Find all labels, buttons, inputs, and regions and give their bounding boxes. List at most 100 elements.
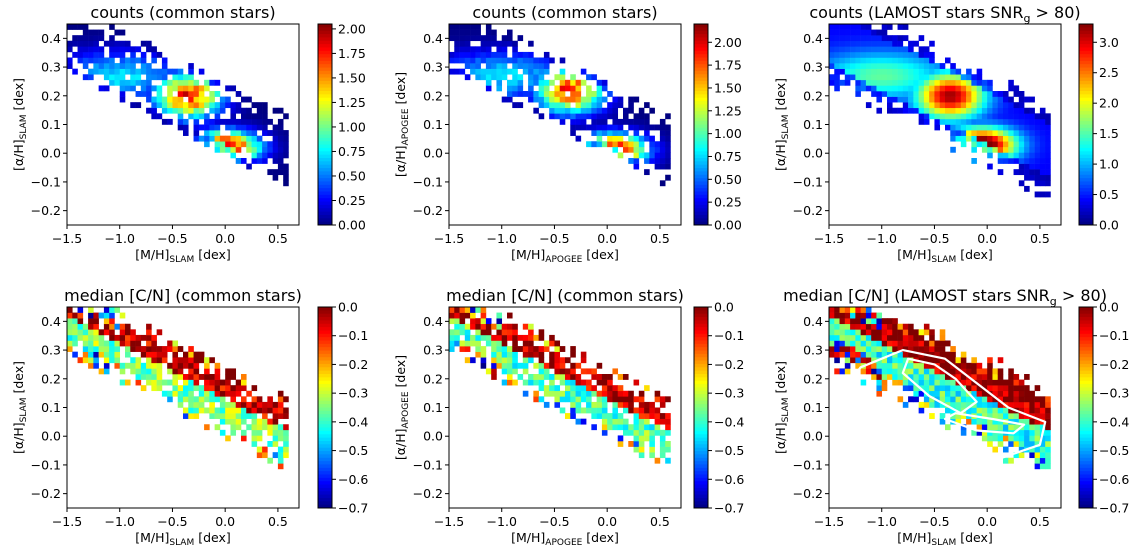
heatmap-cell [839, 323, 846, 330]
heatmap-cell [844, 79, 851, 86]
heatmap-cell [881, 351, 888, 358]
heatmap-cell [246, 424, 252, 431]
heatmap-cell [114, 307, 121, 313]
colorbar-segment [318, 317, 332, 321]
heatmap-cell [88, 68, 94, 75]
heatmap-cell [103, 85, 110, 92]
heatmap-cell [475, 307, 481, 313]
heatmap-cell [219, 413, 226, 419]
heatmap-cell [146, 334, 152, 341]
heatmap-cell [892, 351, 898, 358]
heatmap-cell [507, 40, 513, 47]
heatmap-cell [570, 407, 576, 414]
heatmap-cell [103, 68, 110, 75]
heatmap-cell [929, 79, 935, 86]
heatmap-cell [454, 51, 460, 58]
colorbar-segment [1079, 208, 1093, 213]
colorbar-tick-label: 1.50 [338, 70, 366, 85]
contour-line-1 [833, 349, 1047, 461]
heatmap-cell [241, 407, 247, 414]
heatmap-cell [976, 124, 983, 131]
colorbar-segment [694, 363, 708, 368]
heatmap-cell [913, 91, 919, 97]
colorbar-segment [694, 374, 708, 378]
heatmap-cell [829, 346, 835, 352]
heatmap-cell [533, 74, 539, 81]
colorbar-segment [1079, 124, 1093, 129]
colorbar-tick-label: −0.7 [714, 501, 744, 516]
colorbar-segment [318, 307, 332, 311]
colorbar-segment [1079, 444, 1093, 449]
heatmap-cell [871, 35, 877, 42]
heatmap-cell [501, 329, 508, 336]
heatmap-cell [156, 374, 163, 380]
heatmap-cell [77, 357, 84, 364]
heatmap-cell [865, 79, 872, 86]
colorbar-segment [694, 47, 708, 52]
heatmap-cell [507, 312, 513, 319]
heatmap-cell [855, 329, 861, 336]
heatmap-cell [559, 118, 566, 125]
x-axis: −1.5 −1.0 −0.5 0.0 0.5[M/H]APOGEE [dex] [434, 508, 670, 548]
heatmap-cell [945, 407, 951, 414]
colorbar-segment [318, 70, 332, 75]
heatmap-cell [897, 85, 904, 92]
heatmap-cell [649, 407, 655, 414]
heatmap-cell [156, 85, 163, 92]
heatmap-cell [125, 63, 131, 69]
heatmap-cell [151, 57, 157, 64]
heatmap-cell [496, 40, 503, 47]
heatmap-cell [923, 385, 930, 392]
heatmap-cell [283, 396, 289, 403]
heatmap-cell [908, 340, 914, 347]
colorbar-segment [694, 333, 708, 338]
heatmap-cell [617, 102, 624, 109]
heatmap-cell [860, 351, 867, 358]
heatmap-cell [976, 379, 983, 386]
heatmap-cell [950, 74, 956, 81]
colorbar-segment [318, 323, 332, 328]
heatmap-cell [480, 57, 487, 64]
heatmap-cell [1039, 163, 1046, 170]
heatmap-cell [262, 118, 268, 125]
y-axis-label-unit: [dex] [393, 355, 408, 392]
heatmap-cell [256, 141, 263, 148]
heatmap-cell [522, 334, 529, 341]
heatmap-cell [892, 63, 898, 69]
heatmap-cell [623, 130, 629, 136]
heatmap-cell [871, 334, 877, 341]
heatmap-cell [241, 418, 247, 425]
heatmap-cell [950, 346, 956, 352]
colorbar-segment [694, 447, 708, 452]
heatmap-cell [251, 401, 258, 408]
heatmap-cell [607, 91, 613, 97]
x-tick-label: −1.5 [814, 514, 844, 529]
heatmap-cell [501, 357, 508, 364]
colorbar-segment [318, 481, 332, 486]
heatmap-cell [161, 379, 168, 386]
heatmap-cell [454, 68, 460, 75]
heatmap-cell [913, 102, 919, 109]
heatmap-cell [209, 385, 215, 392]
heatmap-cell [659, 163, 666, 170]
heatmap-cell [871, 357, 877, 364]
heatmap-cell [1034, 429, 1041, 436]
heatmap-cell [459, 346, 466, 352]
heatmap-cell [654, 158, 661, 164]
x-tick-label: −0.5 [919, 514, 949, 529]
heatmap-cell [151, 68, 157, 75]
heatmap-cell [1034, 407, 1041, 414]
heatmap-cell [67, 318, 73, 325]
heatmap-cell [283, 163, 289, 170]
y-tick-label: 0.1 [423, 400, 443, 415]
x-axis: −1.5 −1.0 −0.5 0.0 0.5[M/H]SLAM [dex] [52, 508, 288, 548]
heatmap-cell [617, 418, 624, 425]
colorbar: 0.0−0.1−0.2−0.3−0.4−0.5−0.6−0.7 [693, 300, 744, 516]
heatmap-cell [834, 334, 840, 341]
heatmap-cell [955, 85, 962, 92]
heatmap-cell [638, 146, 645, 153]
heatmap-cell [1013, 385, 1020, 392]
heatmap-cell [923, 57, 930, 64]
heatmap-cell [992, 91, 999, 97]
heatmap-cell [512, 91, 518, 97]
